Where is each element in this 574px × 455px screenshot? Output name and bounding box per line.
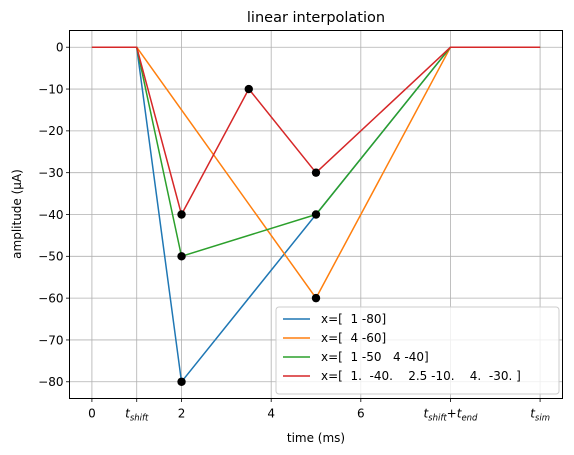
y-tick-label: −20 <box>38 124 63 138</box>
y-tick-label: −30 <box>38 166 63 180</box>
x-tick-label: tsim <box>530 407 550 424</box>
legend-box <box>275 306 560 395</box>
legend-entry-label: x=[ 1 -80] <box>321 312 386 326</box>
data-point-series-4 <box>244 84 253 94</box>
x-tick-label: 2 <box>178 407 186 421</box>
y-tick-label: −70 <box>38 333 63 347</box>
x-tick-label: 4 <box>267 407 275 421</box>
data-point-series-2 <box>311 293 321 303</box>
y-tick-label: −40 <box>38 208 63 222</box>
data-point-series-3 <box>177 252 186 261</box>
data-point-series-1 <box>177 377 186 386</box>
x-tick-label: 0 <box>88 407 96 421</box>
x-axis-label: time (ms) <box>287 431 345 445</box>
data-markers <box>177 84 321 386</box>
legend-entry-label: x=[ 1. -40. 2.5 -10. 4. -30. ] <box>321 369 521 383</box>
data-point-series-3 <box>311 210 321 219</box>
chart-title: linear interpolation <box>247 10 385 26</box>
y-tick-label: −10 <box>38 82 63 96</box>
x-tick-label: tshift <box>125 407 149 424</box>
legend: x=[ 1 -80] x=[ 4 -60] x=[ 1 -50 4 -40] x=[ … <box>275 306 560 395</box>
y-tick-label: −80 <box>38 375 63 389</box>
x-tick-label: tshift+tend <box>423 407 478 424</box>
data-point-series-4 <box>311 168 321 177</box>
y-tick-label: −60 <box>38 291 63 305</box>
axis-ticks: 0 tshift 2 4 6 tshift+tend tsim 0 −10 −20 −30 −40 −5… <box>38 41 550 424</box>
y-tick-label: −50 <box>38 250 63 264</box>
y-axis-label: amplitude (μA) <box>10 169 24 259</box>
legend-entry-label: x=[ 1 -50 4 -40] <box>321 350 429 364</box>
x-tick-label: 6 <box>357 407 365 421</box>
y-tick-label: 0 <box>56 41 64 55</box>
legend-entry-label: x=[ 4 -60] <box>321 331 386 345</box>
data-point-series-4 <box>177 210 186 219</box>
